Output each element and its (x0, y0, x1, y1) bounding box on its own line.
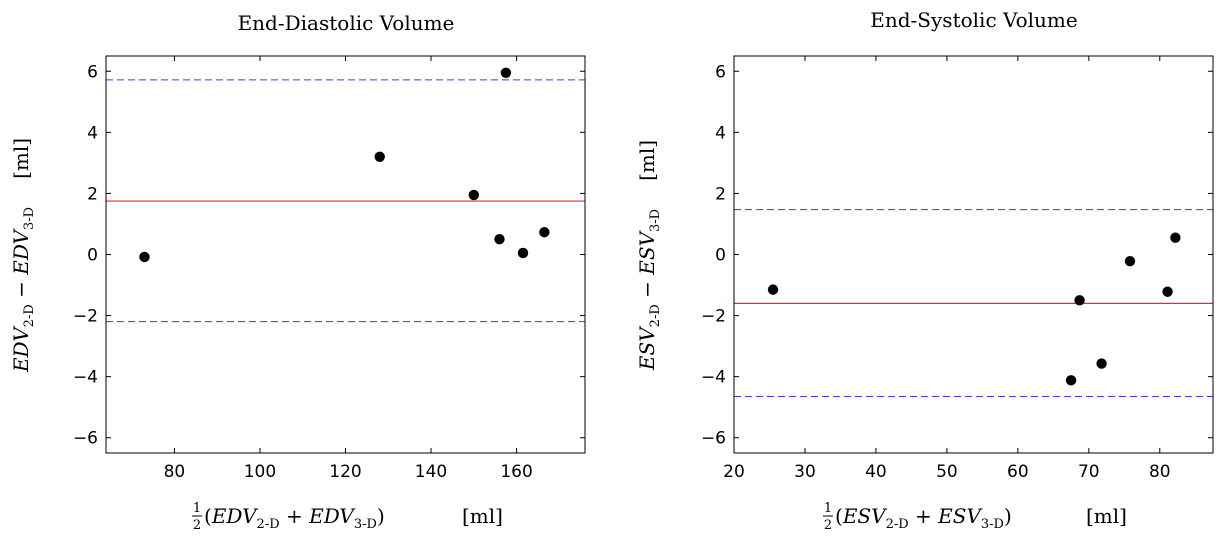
esv-ylabel-a-sub: 2-D (648, 304, 663, 327)
esv-y-tick-label: 0 (715, 246, 726, 266)
edv-xlabel-unit: [ml] (462, 504, 503, 528)
edv-xlabel-frac-num: 1 (193, 501, 201, 516)
esv-plot-frame (733, 55, 1214, 454)
esv-xlabel-expression: (ESV2-D + ESV3-D) (835, 504, 1012, 532)
esv-data-point (1124, 256, 1136, 267)
esv-panel: End-Systolic Volume 20 30 40 50 60 70 80−6−4−2… (635, 8, 1214, 533)
esv-chart-title: End-Systolic Volume (870, 8, 1077, 32)
edv-y-tick-label: 0 (87, 246, 98, 266)
edv-x-axis-label: 1 2 (EDV2-D + EDV3-D) [ml] (192, 501, 503, 533)
esv-y-tick-label: −4 (701, 368, 726, 388)
edv-data-point (494, 234, 505, 245)
esv-x-axis-label: 1 2 (ESV2-D + ESV3-D) [ml] (823, 501, 1127, 533)
edv-y-tick-label: −6 (73, 429, 98, 449)
esv-reference-lines (734, 209, 1213, 398)
edv-ylabel-b-sub: 3-D (22, 207, 37, 230)
edv-xlabel-op: + (280, 504, 309, 528)
esv-x-tick-label: 20 (723, 462, 745, 482)
edv-x-tick-label: 80 (164, 462, 186, 482)
esv-x-tick-label: 40 (865, 462, 887, 482)
esv-data-point (1096, 358, 1107, 369)
edv-panel: End-Diastolic Volume 80 100 120 140 160−6−4−… (9, 11, 586, 533)
edv-ylabel-b: EDV (9, 227, 33, 275)
edv-xlabel-frac-den: 2 (193, 518, 201, 533)
esv-y-tick-label: −6 (701, 429, 726, 449)
edv-xlabel-a: EDV (211, 504, 259, 528)
esv-x-tick-label: 30 (794, 462, 816, 482)
edv-xlabel-pre: ( (204, 504, 212, 528)
edv-x-tick-label: 160 (500, 462, 532, 482)
esv-data-point (1170, 232, 1181, 243)
edv-reference-lines (106, 79, 585, 323)
esv-data-points (767, 232, 1181, 386)
edv-x-tick-label: 140 (415, 462, 447, 482)
edv-y-tick-label: 2 (87, 184, 98, 204)
edv-y-tick-label: −2 (73, 307, 98, 327)
edv-plot-frame (105, 55, 586, 454)
esv-xlabel-op: + (909, 504, 938, 528)
esv-y-tick-label: −2 (701, 307, 726, 327)
edv-x-tick-label: 120 (329, 462, 361, 482)
esv-xlabel-a-sub: 2-D (886, 517, 909, 532)
edv-axis-ticks: 80 100 120 140 160 −6 −4 −2 0 2 4 6 (73, 56, 585, 482)
edv-data-point (517, 247, 529, 259)
esv-ylabel-a: ESV (635, 325, 659, 371)
esv-ylabel-b: ESV (635, 229, 659, 275)
esv-x-tick-label: 70 (1078, 462, 1100, 482)
edv-y-tick-label: 6 (87, 62, 98, 82)
esv-data-point (1065, 375, 1077, 386)
edv-xlabel-b: EDV (308, 504, 356, 528)
edv-ylabel-unit: [ml] (9, 138, 33, 179)
edv-x-tick-label: 100 (244, 462, 276, 482)
edv-xlabel-post: ) (377, 504, 385, 528)
esv-x-tick-label: 80 (1149, 462, 1171, 482)
esv-xlabel-frac-den: 2 (824, 518, 832, 533)
esv-xlabel-unit: [ml] (1086, 504, 1127, 528)
esv-x-tick-label: 60 (1007, 462, 1029, 482)
edv-data-point (139, 251, 150, 263)
esv-y-tick-label: 6 (715, 62, 726, 82)
edv-xlabel-b-sub: 3-D (354, 517, 377, 532)
esv-xlabel-b-sub: 3-D (981, 517, 1004, 532)
edv-chart-title: End-Diastolic Volume (238, 11, 455, 35)
esv-xlabel-b: ESV (937, 504, 983, 528)
esv-data-point (1162, 286, 1173, 297)
edv-ylabel-op: − (9, 275, 33, 304)
edv-ylabel-a: EDV (9, 325, 33, 373)
edv-data-points (139, 67, 550, 263)
esv-y-tick-label: 4 (715, 123, 726, 143)
edv-y-axis-label: EDV2-D − EDV3-D[ml] (9, 138, 37, 373)
edv-ylabel-a-sub: 2-D (22, 304, 37, 327)
esv-ylabel-b-sub: 3-D (648, 209, 663, 232)
edv-data-point (374, 151, 385, 162)
edv-y-tick-label: −4 (73, 368, 98, 388)
edv-xlabel-expression: (EDV2-D + EDV3-D) (204, 504, 385, 532)
esv-y-axis-label: ESV2-D − ESV3-D[ml] (635, 140, 663, 371)
esv-xlabel-a: ESV (842, 504, 888, 528)
esv-ylabel-op: − (635, 275, 659, 304)
edv-data-point (500, 67, 512, 78)
esv-axis-ticks: 20 30 40 50 60 70 80 −6 −4 −2 0 2 4 6 (701, 56, 1213, 482)
edv-xlabel-a-sub: 2-D (257, 517, 280, 532)
esv-ylabel-unit: [ml] (635, 140, 659, 181)
edv-data-point (468, 189, 480, 201)
esv-xlabel-pre: ( (835, 504, 843, 528)
esv-y-tick-label: 2 (715, 184, 726, 204)
esv-xlabel-post: ) (1004, 504, 1012, 528)
esv-x-tick-label: 50 (936, 462, 958, 482)
edv-y-tick-label: 4 (87, 123, 98, 143)
esv-data-point (1074, 295, 1085, 306)
edv-data-point (539, 227, 550, 238)
esv-xlabel-frac-num: 1 (824, 501, 832, 516)
esv-data-point (767, 284, 779, 295)
